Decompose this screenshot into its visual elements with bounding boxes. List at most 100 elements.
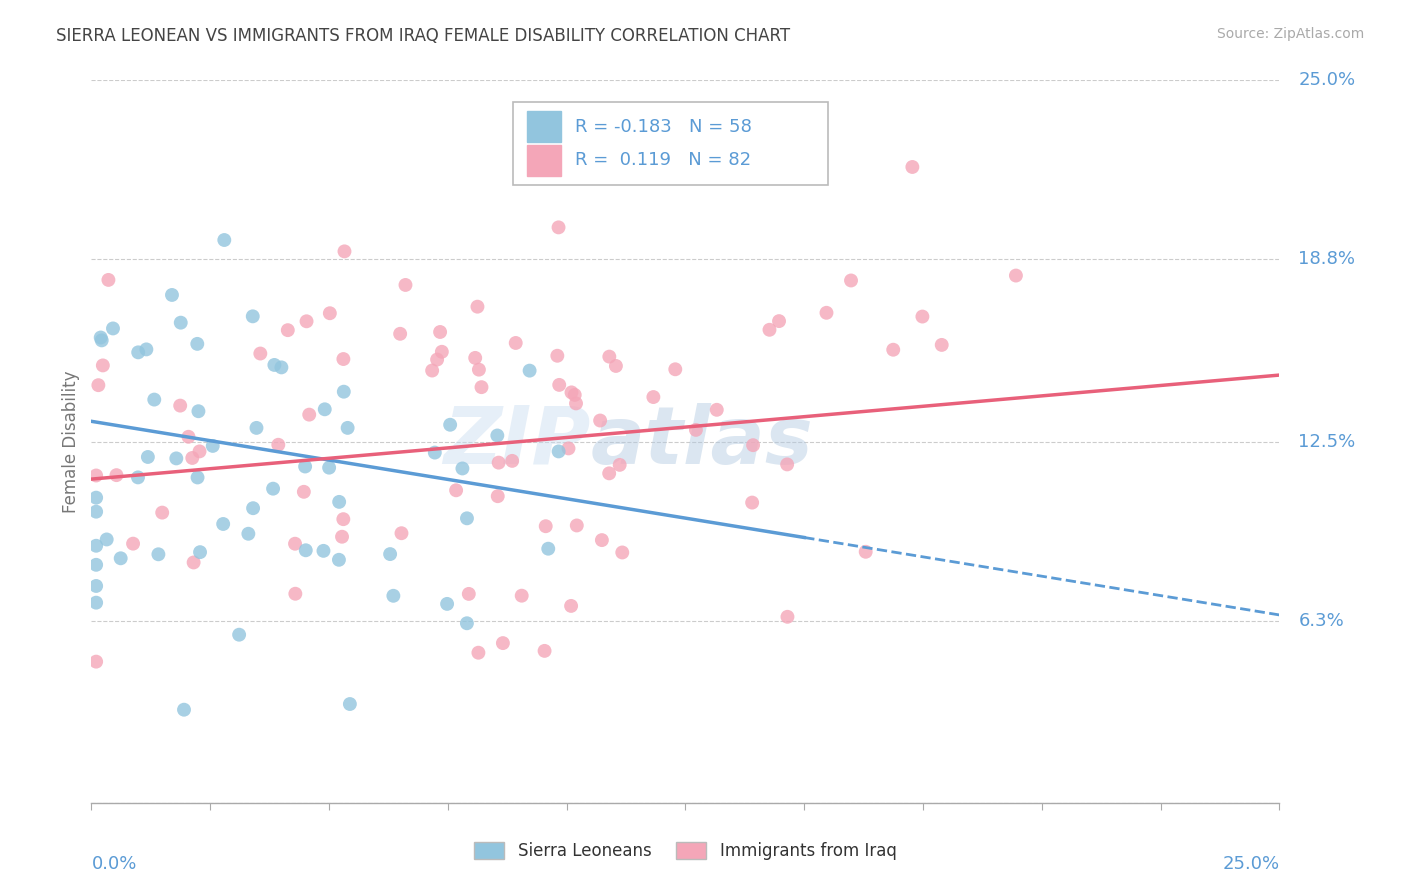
Point	[468, 362, 491, 376]
Point	[598, 467, 620, 481]
Point	[519, 364, 541, 378]
Point	[284, 537, 307, 551]
Point	[560, 599, 582, 613]
Point	[336, 421, 359, 435]
Point	[333, 384, 356, 399]
Point	[470, 380, 492, 394]
Point	[394, 277, 416, 292]
Point	[467, 646, 489, 660]
Text: Source: ZipAtlas.com: Source: ZipAtlas.com	[1216, 27, 1364, 41]
Point	[557, 442, 579, 456]
Point	[187, 470, 209, 484]
Point	[188, 444, 211, 458]
Legend: Sierra Leoneans, Immigrants from Iraq: Sierra Leoneans, Immigrants from Iraq	[468, 835, 903, 867]
Point	[84, 468, 107, 483]
Point	[591, 533, 613, 548]
Text: 18.8%: 18.8%	[1299, 251, 1355, 268]
Point	[339, 697, 361, 711]
Point	[84, 558, 107, 572]
Point	[332, 512, 354, 526]
Point	[330, 530, 353, 544]
Point	[420, 363, 443, 377]
Point	[426, 352, 449, 367]
Point	[488, 456, 510, 470]
Point	[187, 404, 209, 418]
Point	[815, 306, 838, 320]
Point	[270, 360, 292, 375]
Text: 25.0%: 25.0%	[1299, 71, 1355, 89]
Point	[457, 587, 479, 601]
Point	[181, 450, 204, 465]
Point	[183, 556, 205, 570]
Point	[228, 628, 250, 642]
Point	[84, 539, 107, 553]
Text: 25.0%: 25.0%	[1222, 855, 1279, 872]
Point	[839, 273, 862, 287]
Point	[429, 325, 451, 339]
Point	[136, 450, 159, 464]
Point	[245, 421, 267, 435]
Point	[486, 428, 509, 442]
Point	[564, 388, 586, 402]
Point	[609, 458, 631, 472]
Point	[298, 408, 321, 422]
Point	[267, 438, 290, 452]
Point	[467, 300, 489, 314]
Point	[758, 323, 780, 337]
Point	[456, 511, 478, 525]
Text: ZIP: ZIP	[443, 402, 591, 481]
Point	[328, 495, 350, 509]
Point	[160, 288, 183, 302]
Point	[664, 362, 686, 376]
Point	[90, 334, 112, 348]
Point	[127, 345, 149, 359]
Point	[201, 439, 224, 453]
Point	[456, 616, 478, 631]
Point	[589, 413, 612, 427]
Point	[492, 636, 515, 650]
Point	[685, 423, 707, 437]
Point	[314, 402, 336, 417]
Point	[294, 459, 316, 474]
Point	[548, 377, 571, 392]
Y-axis label: Female Disability: Female Disability	[62, 370, 80, 513]
Point	[768, 314, 790, 328]
Text: R = -0.183   N = 58: R = -0.183 N = 58	[575, 118, 752, 136]
Point	[534, 519, 557, 533]
Point	[612, 545, 634, 559]
Point	[430, 344, 453, 359]
Point	[170, 316, 193, 330]
Point	[378, 547, 401, 561]
Point	[436, 597, 458, 611]
Point	[242, 310, 264, 324]
Point	[135, 343, 157, 357]
Point	[186, 336, 208, 351]
Point	[169, 399, 191, 413]
Point	[332, 352, 354, 367]
Point	[505, 335, 527, 350]
Point	[333, 244, 356, 259]
Point	[533, 644, 555, 658]
Text: SIERRA LEONEAN VS IMMIGRANTS FROM IRAQ FEMALE DISABILITY CORRELATION CHART: SIERRA LEONEAN VS IMMIGRANTS FROM IRAQ F…	[56, 27, 790, 45]
Point	[214, 233, 236, 247]
Point	[295, 314, 318, 328]
Point	[643, 390, 665, 404]
Point	[249, 346, 271, 360]
Text: 12.5%: 12.5%	[1299, 433, 1355, 450]
Point	[911, 310, 934, 324]
Point	[547, 444, 569, 458]
Text: R =  0.119   N = 82: R = 0.119 N = 82	[575, 152, 751, 169]
Point	[84, 491, 107, 505]
Point	[901, 160, 924, 174]
Text: 0.0%: 0.0%	[91, 855, 136, 872]
Point	[150, 506, 173, 520]
Point	[882, 343, 904, 357]
Point	[165, 451, 187, 466]
Point	[84, 505, 107, 519]
Point	[565, 396, 588, 410]
Point	[312, 544, 335, 558]
Point	[173, 703, 195, 717]
Point	[242, 501, 264, 516]
Text: atlas: atlas	[591, 402, 813, 481]
Point	[931, 338, 953, 352]
